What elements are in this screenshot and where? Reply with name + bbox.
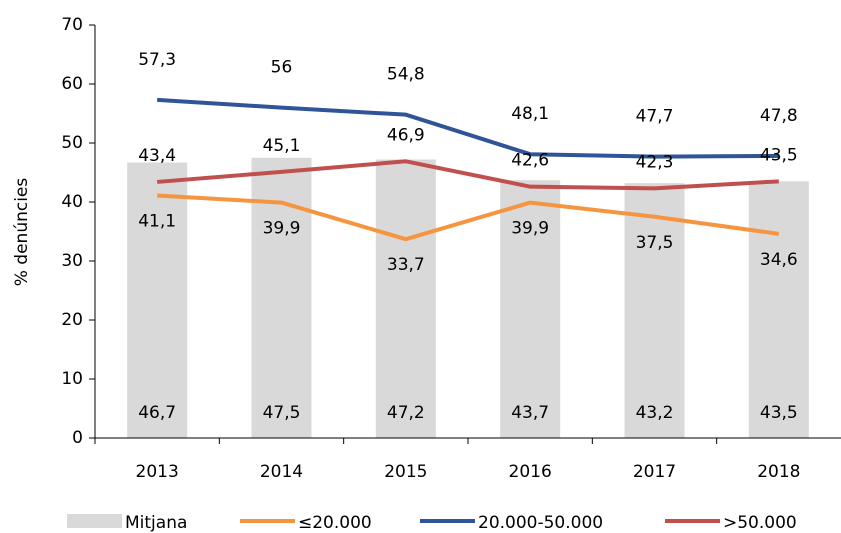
line-value-label: 39,9: [511, 219, 549, 239]
x-tick-label: 2017: [633, 462, 676, 482]
y-tick-label: 30: [61, 251, 83, 271]
line-value-label: 43,4: [138, 146, 176, 166]
line-value-label: 56: [271, 58, 293, 78]
bar: [748, 181, 809, 438]
bar-value-label: 46,7: [138, 403, 176, 423]
bar: [375, 159, 436, 438]
y-tick-label: 0: [72, 428, 83, 448]
y-tick-label: 40: [61, 192, 83, 212]
bar: [127, 162, 188, 438]
y-axis-label: % denúncies: [12, 178, 32, 287]
bar-value-label: 43,7: [511, 403, 549, 423]
line-value-label: 48,1: [511, 104, 549, 124]
line-series: [157, 97, 779, 159]
line-value-label: 39,9: [263, 219, 301, 239]
bar-value-label: 47,2: [387, 403, 425, 423]
line-series: [157, 159, 779, 191]
line-value-label: 47,7: [636, 107, 674, 127]
line-series: [157, 193, 780, 242]
y-tick-label: 60: [61, 74, 83, 94]
bar-value-label: 43,2: [636, 403, 674, 423]
line-value-label: 33,7: [387, 255, 425, 275]
x-tick-label: 2018: [757, 462, 800, 482]
x-tick-label: 2014: [260, 462, 303, 482]
line-value-label: 43,5: [760, 145, 798, 165]
legend-label: 20.000-50.000: [478, 513, 603, 533]
bar: [624, 183, 685, 438]
x-tick-label: 2015: [384, 462, 427, 482]
bar-value-label: 43,5: [760, 403, 798, 423]
y-tick-label: 50: [61, 133, 83, 153]
line-value-label: 47,8: [760, 106, 798, 126]
legend-label: Mitjana: [125, 513, 187, 533]
line-value-label: 57,3: [138, 50, 176, 70]
legend-swatch: [67, 514, 122, 528]
line-value-label: 54,8: [387, 65, 425, 85]
legend-label: >50.000: [723, 513, 797, 533]
y-tick-label: 70: [61, 15, 83, 35]
x-tick-label: 2013: [136, 462, 179, 482]
legend-label: ≤20.000: [298, 513, 372, 533]
y-tick-label: 10: [61, 369, 83, 389]
line-value-label: 45,1: [263, 136, 301, 156]
y-tick-label: 20: [61, 310, 83, 330]
bar: [500, 180, 561, 439]
line-value-label: 42,6: [511, 151, 549, 171]
x-tick-label: 2016: [509, 462, 552, 482]
line-value-label: 42,3: [636, 152, 674, 172]
line-value-label: 46,9: [387, 125, 425, 145]
line-value-label: 41,1: [138, 212, 176, 232]
bar-value-label: 47,5: [263, 403, 301, 423]
line-value-label: 37,5: [636, 233, 674, 253]
line-value-label: 34,6: [760, 250, 798, 270]
